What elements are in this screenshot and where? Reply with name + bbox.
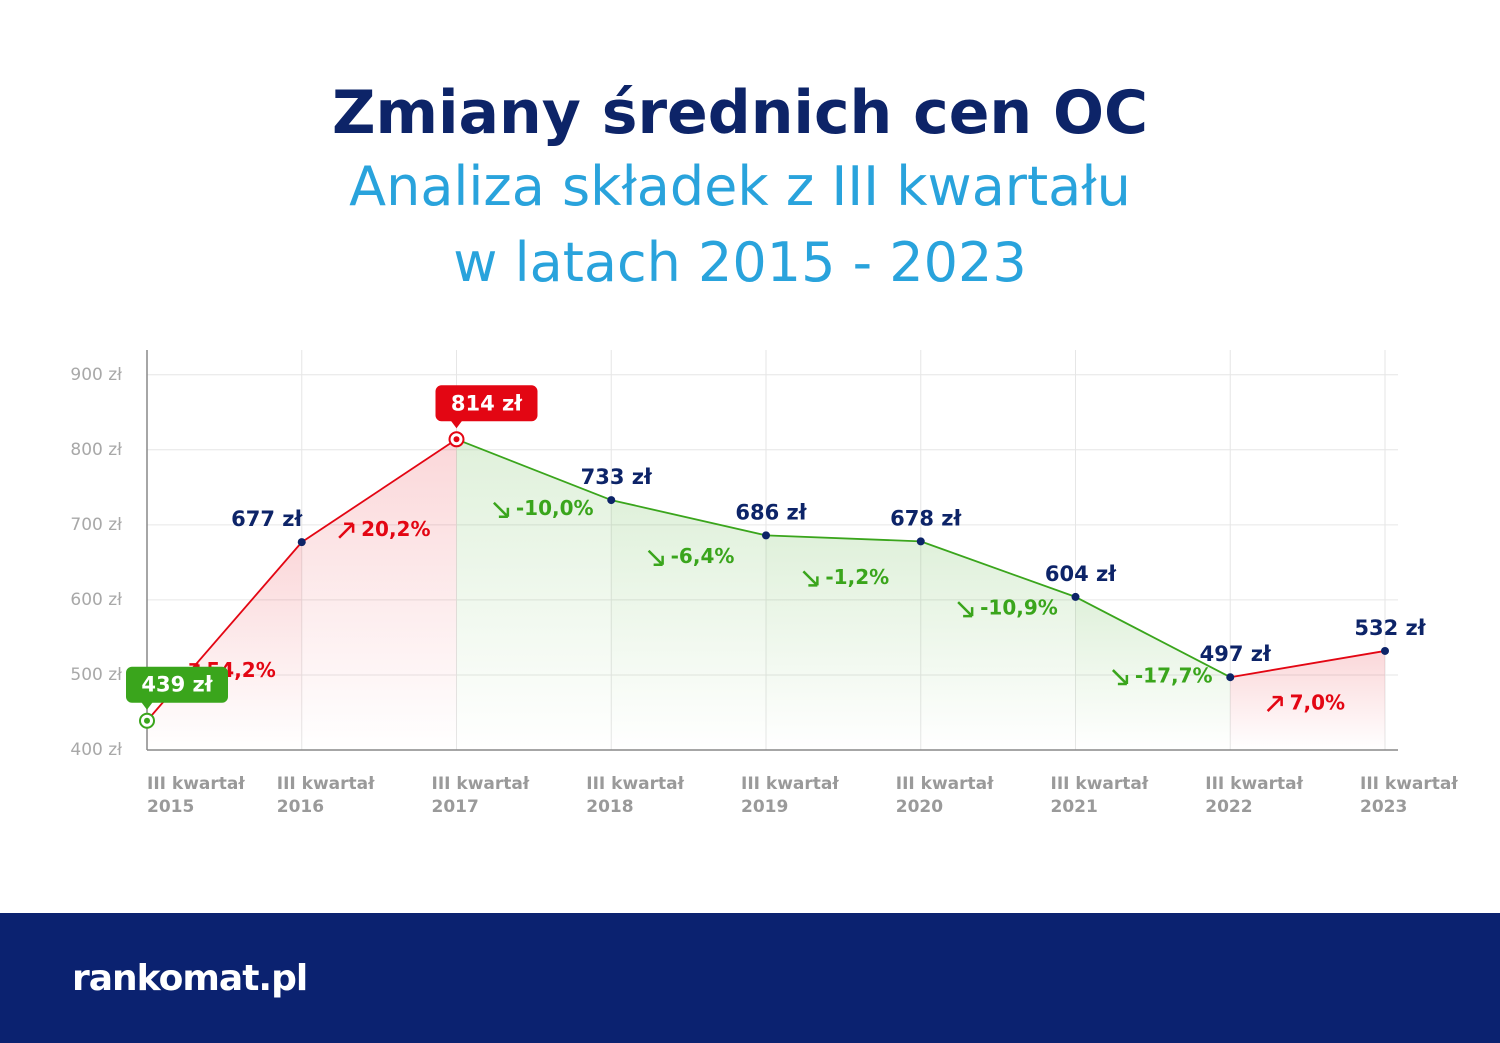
chart-subtitle: Analiza składek z III kwartału xyxy=(349,155,1131,218)
label-pointer xyxy=(450,420,463,429)
change-label: -1,2% xyxy=(825,565,889,589)
line-segment xyxy=(920,540,1076,598)
value-label: 677 zł xyxy=(231,507,303,531)
change-label: -17,7% xyxy=(1135,664,1213,688)
label-pointer xyxy=(141,701,153,710)
value-label: 678 zł xyxy=(890,506,962,530)
y-tick-label: 500 zł xyxy=(70,665,122,685)
value-label: 814 zł xyxy=(451,391,523,415)
point xyxy=(144,717,150,724)
y-tick-label: 600 zł xyxy=(70,590,122,610)
change-label: -6,4% xyxy=(671,544,735,568)
y-tick-label: 700 zł xyxy=(70,515,122,535)
chart-title: Zmiany średnich cen OC xyxy=(331,78,1149,148)
value-label: 439 zł xyxy=(141,673,213,697)
line-segment xyxy=(765,534,921,543)
point xyxy=(916,537,925,546)
change-arrow xyxy=(1266,695,1283,712)
line-segment xyxy=(1230,650,1386,679)
area xyxy=(766,535,921,750)
area xyxy=(920,541,1076,750)
area xyxy=(147,542,302,750)
label-box xyxy=(435,385,538,422)
area xyxy=(611,500,766,750)
x-tick-label: III kwartał 2015 xyxy=(147,774,245,817)
change-arrow xyxy=(492,501,510,518)
point xyxy=(762,531,770,540)
value-label: 733 zł xyxy=(581,465,653,489)
label-box xyxy=(126,666,228,703)
area xyxy=(1075,596,1231,750)
x-tick-label: III kwartał 2017 xyxy=(431,774,530,817)
change-arrow xyxy=(338,522,355,539)
line-segment xyxy=(611,499,767,537)
line-segment xyxy=(1075,596,1231,679)
change-label: 20,2% xyxy=(361,517,430,541)
point xyxy=(1071,592,1080,601)
change-label: -10,0% xyxy=(516,496,594,520)
change-arrow xyxy=(647,549,664,566)
x-tick-label: III kwartał 2019 xyxy=(741,774,839,817)
value-label: 604 zł xyxy=(1045,562,1117,586)
line-segment xyxy=(301,438,457,543)
area xyxy=(1230,650,1385,750)
value-label: 532 zł xyxy=(1354,616,1426,640)
logo: rankomat.pl xyxy=(72,958,308,999)
x-tick-label: III kwartał 2016 xyxy=(276,774,375,817)
change-arrow xyxy=(957,601,974,618)
chart-subtitle: w latach 2015 - 2023 xyxy=(453,231,1027,294)
point xyxy=(1381,646,1389,655)
point xyxy=(297,538,306,547)
area xyxy=(301,439,457,750)
x-tick-label: III kwartał 2020 xyxy=(895,774,994,817)
x-tick-label: III kwartał 2023 xyxy=(1360,774,1458,817)
x-tick-label: III kwartał 2021 xyxy=(1050,774,1149,817)
y-tick-label: 400 zł xyxy=(70,740,122,760)
footer: rankomat.pl xyxy=(0,913,1500,1043)
line-segment xyxy=(456,438,612,501)
area xyxy=(456,439,612,750)
change-arrow xyxy=(1111,669,1129,686)
value-label: 686 zł xyxy=(735,500,807,524)
change-arrow xyxy=(802,570,819,587)
y-tick-label: 800 zł xyxy=(70,440,122,460)
point xyxy=(1226,673,1235,682)
change-label: -10,9% xyxy=(980,596,1058,620)
y-tick-label: 900 zł xyxy=(70,365,122,385)
x-tick-label: III kwartał 2018 xyxy=(586,774,684,817)
point xyxy=(453,436,460,443)
value-label: 497 zł xyxy=(1200,642,1272,666)
change-label: 7,0% xyxy=(1290,691,1345,715)
x-tick-label: III kwartał 2022 xyxy=(1205,774,1303,817)
point xyxy=(607,496,616,505)
